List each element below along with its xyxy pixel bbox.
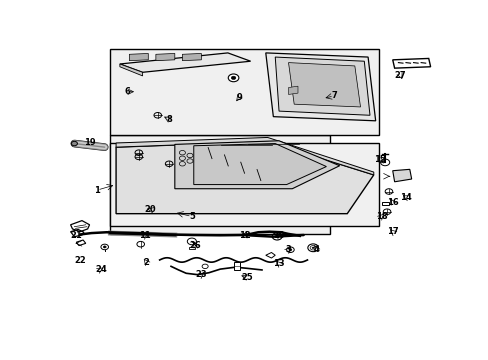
Polygon shape	[193, 144, 326, 185]
Text: 25: 25	[241, 273, 252, 282]
Polygon shape	[120, 53, 250, 72]
Text: 6: 6	[124, 87, 130, 96]
Circle shape	[103, 246, 106, 248]
Text: 13: 13	[273, 259, 285, 268]
Circle shape	[275, 235, 279, 238]
Bar	[110, 49, 379, 135]
Polygon shape	[175, 141, 339, 189]
Text: 19: 19	[83, 139, 95, 148]
Polygon shape	[265, 53, 375, 121]
Bar	[110, 135, 329, 234]
Text: 4: 4	[313, 245, 319, 254]
Text: 18: 18	[375, 212, 386, 221]
Bar	[189, 247, 194, 249]
Text: 27: 27	[394, 71, 406, 80]
Text: 2: 2	[143, 258, 149, 267]
Bar	[110, 143, 379, 226]
Text: 8: 8	[166, 115, 172, 124]
Text: 10: 10	[273, 231, 285, 240]
Text: 7: 7	[330, 91, 336, 100]
Circle shape	[311, 247, 314, 249]
Text: 14: 14	[399, 193, 411, 202]
Polygon shape	[116, 138, 373, 175]
Text: 23: 23	[195, 270, 207, 279]
Circle shape	[231, 76, 235, 80]
Polygon shape	[156, 53, 175, 61]
Polygon shape	[129, 53, 148, 61]
Text: 1: 1	[94, 186, 100, 195]
Text: 9: 9	[236, 93, 242, 102]
Text: 3: 3	[285, 245, 291, 254]
Text: 16: 16	[386, 198, 398, 207]
Polygon shape	[116, 141, 373, 214]
Bar	[382, 202, 388, 205]
Text: 12: 12	[239, 231, 250, 240]
Polygon shape	[392, 169, 411, 182]
Polygon shape	[182, 53, 201, 61]
Polygon shape	[288, 63, 360, 107]
Polygon shape	[288, 86, 297, 94]
Text: 15: 15	[373, 155, 385, 164]
Text: 26: 26	[189, 241, 201, 250]
Circle shape	[228, 74, 238, 82]
Polygon shape	[120, 64, 142, 76]
Bar	[233, 262, 240, 270]
Text: 11: 11	[138, 231, 150, 240]
Circle shape	[288, 249, 291, 251]
Text: 22: 22	[74, 256, 86, 265]
Circle shape	[137, 242, 144, 247]
Polygon shape	[275, 57, 369, 115]
Text: 17: 17	[386, 227, 398, 236]
Text: 24: 24	[95, 265, 106, 274]
Circle shape	[71, 141, 77, 146]
Text: 5: 5	[188, 212, 194, 221]
Text: 21: 21	[70, 231, 82, 240]
Text: 20: 20	[144, 205, 156, 214]
